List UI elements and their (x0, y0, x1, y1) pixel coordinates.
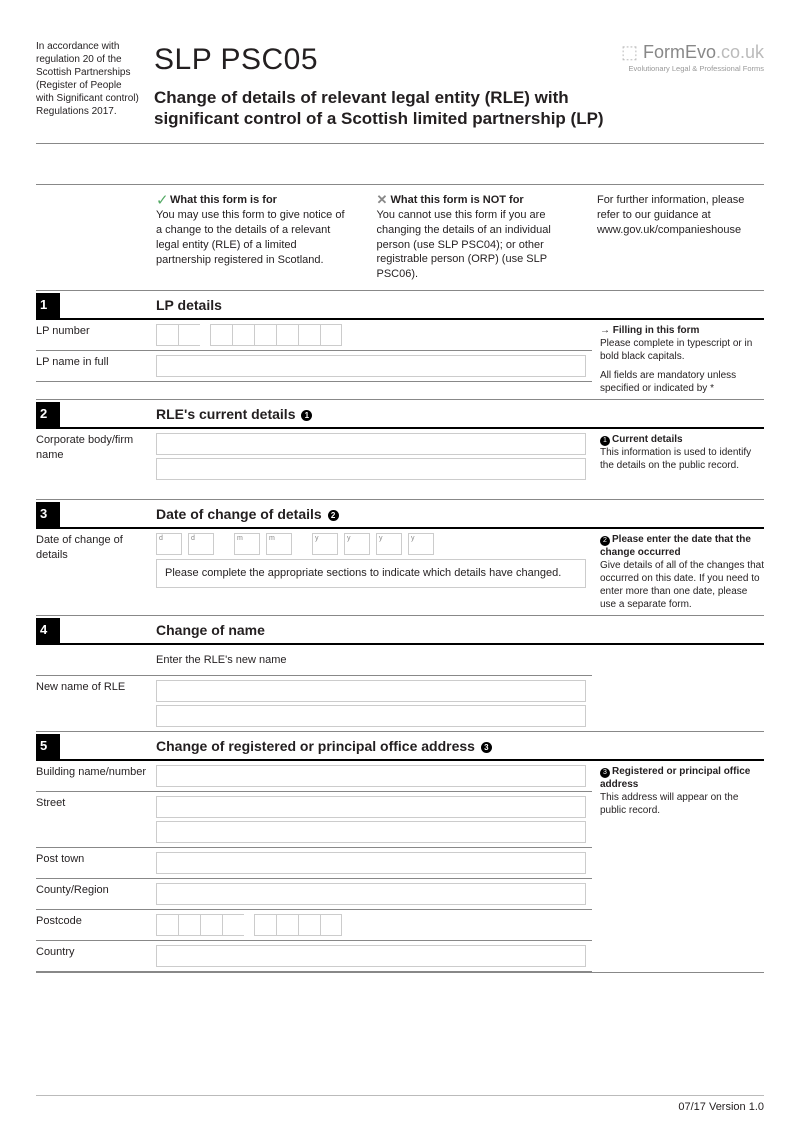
section-number: 1 (36, 293, 60, 318)
street-label: Street (36, 792, 156, 815)
lp-number-label: LP number (36, 320, 156, 350)
section-5-title: Change of registered or principal office… (156, 734, 764, 759)
logo-text: ⬚ FormEvo.co.uk (621, 40, 764, 64)
further-info: For further information, please refer to… (597, 193, 764, 282)
section-3-note: Please complete the appropriate sections… (156, 559, 586, 588)
new-name-input-2[interactable] (156, 705, 586, 727)
what-for: ✓What this form is for You may use this … (156, 193, 352, 282)
country-label: Country (36, 941, 156, 971)
section-1-title: LP details (156, 293, 764, 318)
section-3-title: Date of change of details 2 (156, 502, 764, 527)
brand-logo: ⬚ FormEvo.co.uk Evolutionary Legal & Pro… (621, 40, 764, 74)
section-3-header: 3 Date of change of details 2 (36, 502, 764, 529)
form-code: SLP PSC05 (154, 40, 607, 81)
section-5-help: 3Registered or principal office address … (592, 761, 764, 972)
building-input[interactable] (156, 765, 586, 787)
section-2-body: Corporate body/firm name 1Current detail… (36, 429, 764, 499)
street-input-2[interactable] (156, 821, 586, 843)
regulation-note: In accordance with regulation 20 of the … (36, 40, 140, 118)
section-3-help: 2Please enter the date that the change o… (592, 529, 764, 615)
page-header: In accordance with regulation 20 of the … (36, 40, 764, 129)
section-5-header: 5 Change of registered or principal offi… (36, 734, 764, 761)
section-number: 5 (36, 734, 60, 759)
date-boxes[interactable]: dd mm yyyy (156, 533, 586, 555)
section-number: 3 (36, 502, 60, 527)
new-name-input-1[interactable] (156, 680, 586, 702)
note-ref-icon: 2 (328, 510, 339, 521)
building-label: Building name/number (36, 761, 156, 791)
note-ref-icon: 3 (481, 742, 492, 753)
corporate-name-label: Corporate body/firm name (36, 429, 156, 467)
title-block: SLP PSC05 Change of details of relevant … (154, 40, 607, 129)
what-not-for-body: You cannot use this form if you are chan… (376, 209, 550, 280)
street-input-1[interactable] (156, 796, 586, 818)
posttown-input[interactable] (156, 852, 586, 874)
section-4-title: Change of name (156, 618, 764, 643)
posttown-label: Post town (36, 848, 156, 878)
version-text: 07/17 Version 1.0 (678, 1101, 764, 1113)
county-input[interactable] (156, 883, 586, 905)
section-2-title: RLE's current details 1 (156, 402, 764, 427)
tick-icon: ✓ (156, 193, 170, 208)
postcode-label: Postcode (36, 910, 156, 940)
page-footer: 07/17 Version 1.0 (36, 1095, 764, 1115)
section-1-body: LP number LP name in full Filling in thi… (36, 320, 764, 399)
county-label: County/Region (36, 879, 156, 909)
section-4-help (592, 645, 764, 732)
corporate-name-input-2[interactable] (156, 458, 586, 480)
cross-icon: ✕ (376, 193, 390, 206)
lp-name-label: LP name in full (36, 351, 156, 381)
note-ref-icon: 1 (301, 410, 312, 421)
section-1-help: Filling in this form Please complete in … (592, 320, 764, 399)
section-number: 4 (36, 618, 60, 643)
what-for-body: You may use this form to give notice of … (156, 209, 345, 266)
date-change-label: Date of change of details (36, 529, 156, 567)
section-2-help: 1Current details This information is use… (592, 429, 764, 499)
section-number: 2 (36, 402, 60, 427)
what-not-for: ✕What this form is NOT for You cannot us… (376, 193, 572, 282)
section-3-body: Date of change of details dd mm yyyy Ple… (36, 529, 764, 615)
section-2-header: 2 RLE's current details 1 (36, 402, 764, 429)
new-name-label: New name of RLE (36, 676, 156, 699)
section-5-body: Building name/number Street Post town Co… (36, 761, 764, 972)
postcode-boxes[interactable] (156, 914, 586, 936)
lp-name-input[interactable] (156, 355, 586, 377)
section-4-header: 4 Change of name (36, 618, 764, 645)
country-input[interactable] (156, 945, 586, 967)
section-4-body: Enter the RLE's new name New name of RLE (36, 645, 764, 732)
info-bar: ✓What this form is for You may use this … (36, 184, 764, 291)
section-4-instruction: Enter the RLE's new name (156, 645, 592, 676)
logo-tagline: Evolutionary Legal & Professional Forms (621, 64, 764, 74)
section-1-header: 1 LP details (36, 293, 764, 320)
form-title: Change of details of relevant legal enti… (154, 87, 607, 130)
blank-label (36, 645, 156, 676)
lp-number-boxes[interactable] (156, 324, 586, 346)
corporate-name-input-1[interactable] (156, 433, 586, 455)
